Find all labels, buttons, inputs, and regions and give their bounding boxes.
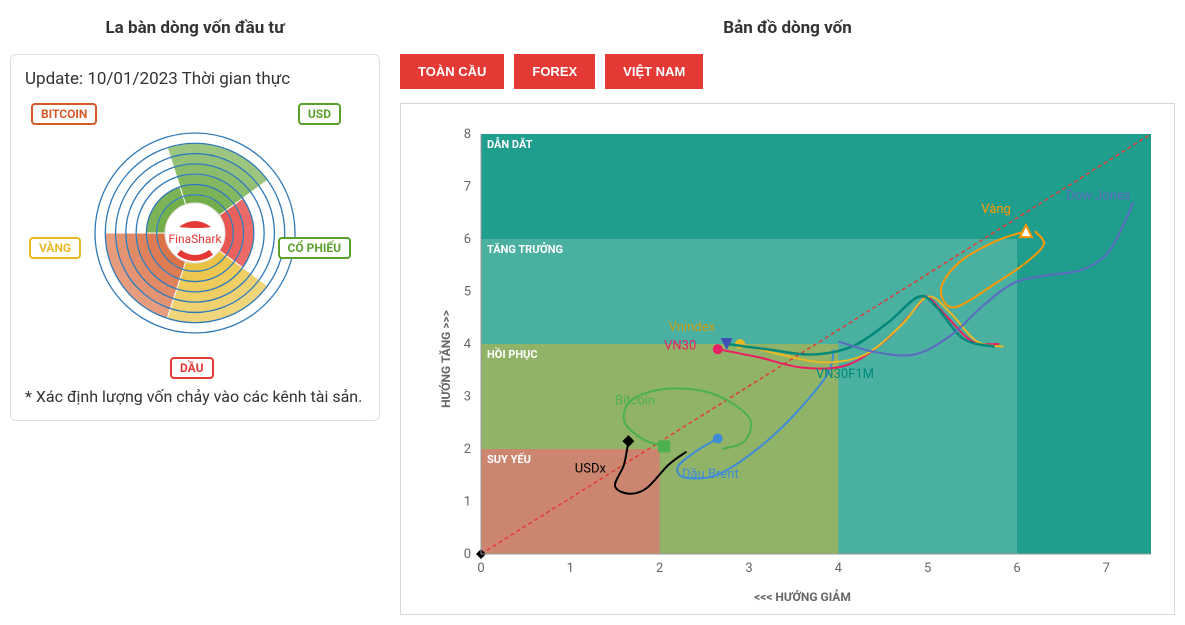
svg-text:5: 5 [924, 561, 931, 576]
tab-row: TOÀN CẦU FOREX VIỆT NAM [400, 54, 1175, 89]
asset-label-dau: DẦU [170, 357, 214, 379]
asset-label-cophieu: CỔ PHIẾU [278, 237, 351, 259]
series-label-USDx: USDx [575, 462, 607, 477]
svg-text:4: 4 [835, 561, 843, 576]
quadrant-label: SUY YẾU [487, 452, 531, 466]
map-title: Bản đồ dòng vốn [400, 18, 1175, 38]
series-marker-Vnindex [735, 339, 745, 349]
series-label-Vnindex: Vnindex [669, 320, 716, 335]
x-axis-label: <<< HƯỚNG GIẢM [441, 590, 1164, 604]
asset-label-vang: VÀNG [29, 237, 81, 259]
compass-footnote: * Xác định lượng vốn chảy vào các kênh t… [25, 387, 365, 406]
svg-text:7: 7 [1103, 561, 1110, 576]
tab-global[interactable]: TOÀN CẦU [400, 54, 504, 89]
svg-text:0: 0 [464, 547, 471, 562]
update-text: Update: 10/01/2023 Thời gian thực [25, 69, 365, 89]
svg-text:1: 1 [567, 561, 574, 576]
flow-chart: HƯỚNG TĂNG >>> DẪN DẮT TĂNG TRƯỞNG HỒI PHỤ… [400, 103, 1175, 615]
quadrant-label: DẪN DẮT [487, 137, 533, 151]
svg-text:0: 0 [477, 561, 484, 576]
svg-text:6: 6 [1013, 561, 1020, 576]
compass-chart: FinaShark BITCOIN USD CỔ PHIẾU DẦU VÀNG [25, 99, 365, 379]
tab-forex[interactable]: FOREX [514, 54, 595, 89]
svg-text:2: 2 [656, 561, 663, 576]
compass-title: La bàn dòng vốn đầu tư [10, 18, 380, 38]
svg-text:2: 2 [464, 442, 471, 457]
compass-logo-text: FinaShark [168, 232, 222, 246]
svg-text:4: 4 [464, 337, 472, 352]
tab-vietnam[interactable]: VIỆT NAM [605, 54, 703, 89]
svg-text:8: 8 [464, 127, 471, 142]
svg-text:3: 3 [745, 561, 752, 576]
series-label-VN30F1M: VN30F1M [816, 367, 874, 382]
svg-text:5: 5 [464, 285, 471, 300]
svg-text:1: 1 [464, 495, 471, 510]
series-label-Bitcoin: Bitcoin [615, 393, 655, 408]
quadrant-label: TĂNG TRƯỞNG [487, 242, 563, 256]
series-label-Dow Jones: Dow Jones [1066, 189, 1131, 204]
asset-label-bitcoin: BITCOIN [31, 103, 97, 125]
svg-text:3: 3 [464, 390, 471, 405]
y-axis-label: HƯỚNG TĂNG >>> [439, 310, 453, 408]
series-label-Vàng: Vàng [981, 202, 1011, 217]
series-label-VN30: VN30 [664, 338, 696, 353]
svg-text:6: 6 [464, 232, 471, 247]
series-marker-Bitcoin [658, 440, 670, 452]
series-marker-VN30 [713, 344, 723, 354]
series-label-Dầu Brent: Dầu Brent [682, 467, 739, 482]
svg-text:7: 7 [464, 180, 471, 195]
series-marker-Dầu Brent [713, 434, 723, 444]
compass-card: Update: 10/01/2023 Thời gian thực FinaSh… [10, 54, 380, 421]
asset-label-usd: USD [298, 103, 341, 125]
quadrant-label: HỒI PHỤC [487, 347, 538, 361]
